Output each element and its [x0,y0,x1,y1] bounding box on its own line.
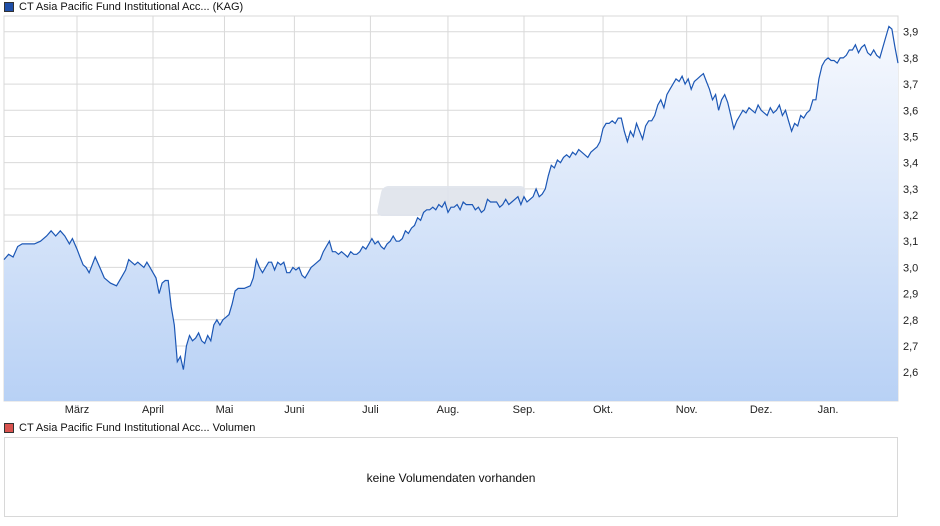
x-tick-label: April [142,404,164,416]
x-axis: März April Mai Juni Juli Aug. Sep. Okt. Nov. Dez.… [65,404,839,416]
volume-legend: CT Asia Pacific Fund Institutional Acc..… [4,422,255,434]
x-tick-label: Juni [284,404,304,416]
y-tick-label: 3,4 [903,158,918,170]
price-chart: 2,6 2,7 2,8 2,9 3,0 3,1 3,2 3,3 3,4 3,5 3,6 3,7 3,8 3… [3,15,918,416]
price-line [3,25,899,370]
y-tick-label: 2,8 [903,315,918,327]
square-legend-icon [4,423,14,433]
x-tick-label: Okt. [593,404,613,416]
x-tick-label: Jan. [818,404,839,416]
x-tick-label: Mai [216,404,234,416]
y-tick-label: 3,0 [903,262,918,274]
price-legend-label: CT Asia Pacific Fund Institutional Acc..… [19,1,244,13]
y-tick-label: 3,9 [903,27,918,39]
y-tick-label: 2,9 [903,289,918,301]
volume-panel: keine Volumendaten vorhanden [4,437,898,517]
x-tick-label: Sep. [513,404,536,416]
x-tick-label: Nov. [676,404,698,416]
y-tick-label: 2,7 [903,341,918,353]
volume-legend-label: CT Asia Pacific Fund Institutional Acc..… [19,422,256,434]
x-tick-label: Dez. [750,404,773,416]
y-tick-label: 3,2 [903,210,918,222]
y-tick-label: 3,1 [903,236,918,248]
y-tick-label: 3,8 [903,53,918,65]
y-tick-label: 3,3 [903,184,918,196]
price-legend: CT Asia Pacific Fund Institutional Acc..… [4,1,243,13]
price-area [4,26,898,401]
y-tick-label: 2,6 [903,367,918,379]
no-volume-message: keine Volumendaten vorhanden [366,471,536,485]
y-tick-label: 3,6 [903,105,918,117]
y-tick-label: 3,7 [903,79,918,91]
x-tick-label: März [65,404,89,416]
x-tick-label: Juli [362,404,379,416]
y-tick-label: 3,5 [903,131,918,143]
y-axis: 2,6 2,7 2,8 2,9 3,0 3,1 3,2 3,3 3,4 3,5 3,6 3,7 3,8 3… [903,27,918,379]
square-legend-icon [4,2,14,12]
x-tick-label: Aug. [437,404,460,416]
